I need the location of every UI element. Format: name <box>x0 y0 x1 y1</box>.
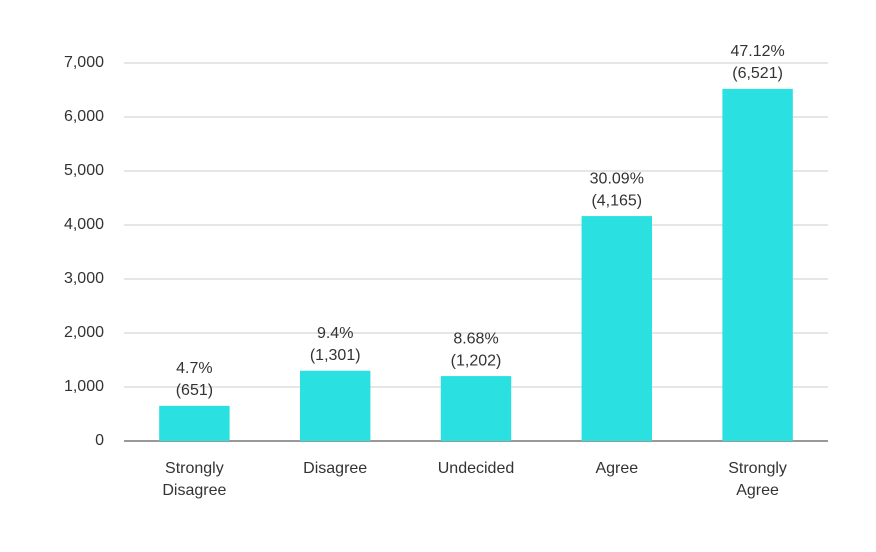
share-label: 4.7% <box>176 360 212 377</box>
y-tick-label: 2,000 <box>64 324 104 341</box>
bar <box>722 88 793 441</box>
x-tick-label: Undecided <box>437 460 515 477</box>
bar <box>440 376 512 441</box>
y-tick-label: 5,000 <box>64 162 104 179</box>
x-tick-label: Strongly Agree <box>728 460 787 499</box>
share-label: 47.12% <box>730 43 784 60</box>
value-label: (1,301) <box>310 347 361 364</box>
y-tick-label: 1,000 <box>64 378 104 395</box>
bar <box>159 405 230 441</box>
share-label: 30.09% <box>590 170 644 187</box>
value-label: (6,521) <box>732 65 783 82</box>
y-tick-label: 3,000 <box>64 270 104 287</box>
x-tick-label: Strongly Disagree <box>162 460 227 499</box>
value-label: (651) <box>176 382 213 399</box>
bar <box>300 370 371 441</box>
y-tick-label: 7,000 <box>64 54 104 71</box>
share-label: 9.4% <box>317 325 353 342</box>
value-label: (4,165) <box>591 192 642 209</box>
y-tick-label: 0 <box>95 432 104 449</box>
share-label: 8.68% <box>453 330 498 347</box>
y-tick-label: 4,000 <box>64 216 104 233</box>
y-tick-label: 6,000 <box>64 108 104 125</box>
x-tick-label: Disagree <box>303 460 368 477</box>
x-tick-label: Agree <box>595 460 639 477</box>
bar <box>581 216 652 441</box>
value-label: (1,202) <box>451 352 502 369</box>
